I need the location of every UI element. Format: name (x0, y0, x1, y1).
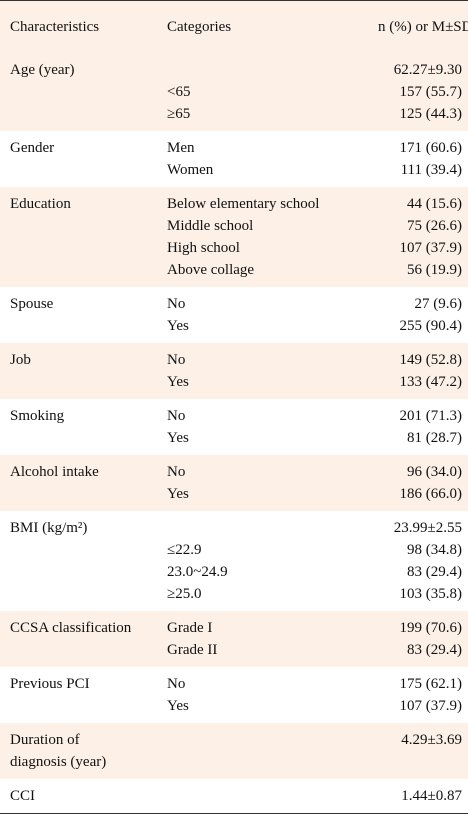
value: 133 (47.2) (399, 374, 463, 390)
value: 111 (39.4) (400, 162, 462, 178)
category: No (167, 676, 186, 692)
characteristic: diagnosis (year) (10, 754, 107, 770)
header-cell: Categories (167, 18, 232, 35)
category: 23.0~24.9 (167, 564, 228, 580)
category: ≥25.0 (167, 586, 202, 602)
header-cell: Characteristics (10, 18, 100, 35)
characteristic: CCI (10, 788, 36, 804)
category: Grade I (167, 620, 213, 636)
value: 186 (66.0) (399, 486, 463, 502)
value: 255 (90.4) (399, 318, 463, 334)
value: 75 (26.6) (407, 218, 462, 234)
characteristic: Age (year) (10, 62, 75, 78)
value: 23.99±2.55 (393, 520, 462, 536)
row-group: Alcohol intake No 96 (34.0) Yes 186 (66.0) (0, 455, 468, 511)
value: 44 (15.6) (407, 196, 462, 212)
category: No (167, 296, 186, 312)
value: 96 (34.0) (407, 464, 462, 480)
value: 56 (19.9) (407, 262, 462, 278)
value: 27 (9.6) (414, 296, 463, 312)
value: 4.29±3.69 (401, 732, 462, 748)
category: Men (167, 140, 195, 156)
category: ≤22.9 (167, 542, 202, 558)
row-group: Smoking No 201 (71.3) Yes 81 (28.7) (0, 399, 468, 455)
characteristic: CCSA classification (10, 620, 132, 636)
category: Yes (167, 318, 189, 334)
row-group: Education Below elementary school 44 (15.6… (0, 187, 468, 287)
row-group: Duration of diagnosis (year) 4.29±3.69 (0, 723, 468, 779)
characteristic: Gender (10, 140, 55, 156)
value: 171 (60.6) (399, 140, 463, 156)
value: 62.27±9.30 (393, 62, 462, 78)
value: 1.44±0.87 (401, 788, 462, 804)
header-row: Characteristics Categories n (%) or M±SD (0, 1, 468, 53)
value: 83 (29.4) (407, 642, 462, 658)
category: High school (167, 240, 240, 256)
category: Yes (167, 486, 189, 502)
row-group: Job No 149 (52.8) Yes 133 (47.2) (0, 343, 468, 399)
category: No (167, 408, 186, 424)
category: Yes (167, 374, 189, 390)
characteristic: Job (10, 352, 31, 368)
characteristic: Spouse (10, 296, 54, 312)
characteristic: BMI (kg/m²) (10, 520, 88, 536)
value: 157 (55.7) (399, 84, 463, 100)
category: Women (167, 162, 214, 178)
category: Yes (167, 698, 189, 714)
characteristic: Alcohol intake (10, 464, 99, 480)
value: 83 (29.4) (407, 564, 462, 580)
category: Below elementary school (167, 196, 320, 212)
characteristic: Duration of (10, 732, 80, 748)
characteristic: Smoking (10, 408, 65, 424)
category: <65 (167, 84, 191, 100)
value: 175 (62.1) (399, 676, 463, 692)
table-body: Age (year) 62.27±9.30 <65 157 (55.7) ≥65 125 … (0, 53, 468, 813)
characteristic: Education (10, 196, 71, 212)
header-cell: n (%) or M±SD (378, 19, 468, 35)
category: Grade II (167, 642, 218, 658)
category: No (167, 464, 186, 480)
category: Yes (167, 430, 189, 446)
category: ≥65 (167, 106, 191, 122)
value: 81 (28.7) (407, 430, 462, 446)
value: 199 (70.6) (399, 620, 463, 636)
row-group: BMI (kg/m²) 23.99±2.55 ≤22.9 98 (34.8) 23.0~… (0, 511, 468, 611)
value: 103 (35.8) (399, 586, 463, 602)
row-group: CCSA classification Grade I 199 (70.6) Grad… (0, 611, 468, 667)
row-group: Spouse No 27 (9.6) Yes 255 (90.4) (0, 287, 468, 343)
row-group: CCI 1.44±0.87 (0, 779, 468, 813)
value: 125 (44.3) (399, 106, 463, 122)
value: 107 (37.9) (399, 240, 463, 256)
characteristic: Previous PCI (10, 676, 90, 692)
category: Above collage (167, 262, 255, 278)
value: 149 (52.8) (399, 352, 463, 368)
value: 107 (37.9) (399, 698, 463, 714)
row-group: Previous PCI No 175 (62.1) Yes 107 (37.9) (0, 667, 468, 723)
value: 201 (71.3) (399, 408, 463, 424)
row-group: Gender Men 171 (60.6) Women 111 (39.4) (0, 131, 468, 187)
category: No (167, 352, 186, 368)
category: Middle school (167, 218, 254, 234)
value: 98 (34.8) (407, 542, 462, 558)
row-group: Age (year) 62.27±9.30 <65 157 (55.7) ≥65 125 … (0, 53, 468, 131)
